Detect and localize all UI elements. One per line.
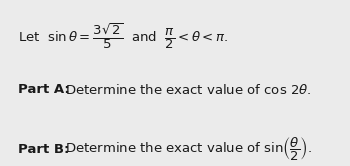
Text: Let  $\sin\theta =\dfrac{3\sqrt{2}}{5}$  and  $\dfrac{\pi}{2}<\theta<\pi.$: Let $\sin\theta =\dfrac{3\sqrt{2}}{5}$ a… <box>18 22 228 51</box>
Text: Part A:: Part A: <box>18 83 74 96</box>
Text: Determine the exact value of cos $2\theta$.: Determine the exact value of cos $2\thet… <box>65 83 311 97</box>
Text: Determine the exact value of $\sin\!\left(\dfrac{\theta}{2}\right).$: Determine the exact value of $\sin\!\lef… <box>65 136 312 163</box>
Text: Part B:: Part B: <box>18 143 74 156</box>
